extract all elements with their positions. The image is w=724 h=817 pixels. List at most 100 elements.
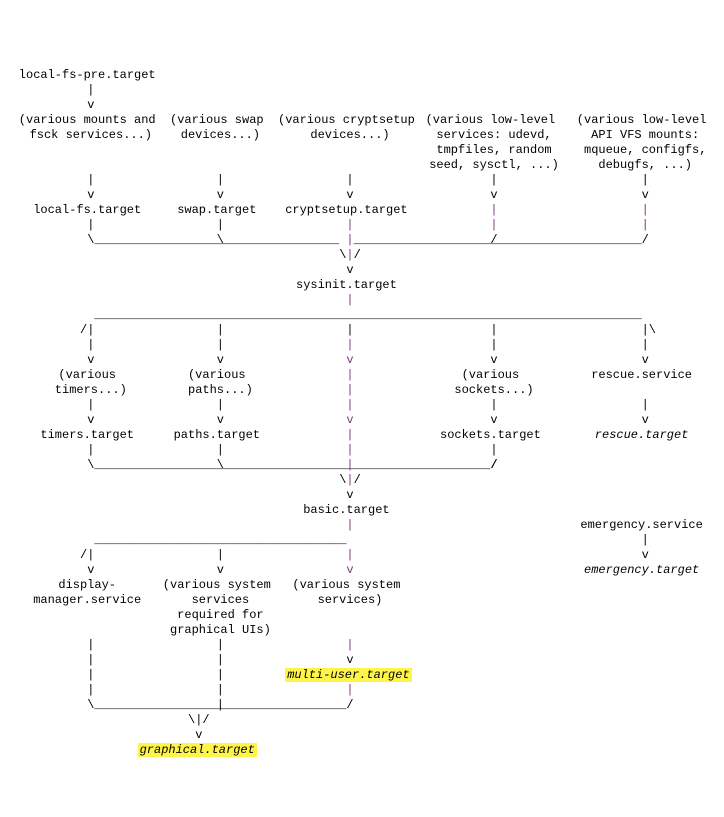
node-various-paths: (various paths...) <box>181 368 253 398</box>
connector: | <box>346 443 353 458</box>
connector: v <box>346 413 353 428</box>
connector: | <box>642 398 649 413</box>
node-basic: basic.target <box>303 503 389 518</box>
connector: | <box>87 638 94 653</box>
node-various-sys: (various system services) <box>292 578 400 608</box>
node-various-sys-gui: (various system services required for gr… <box>163 578 271 638</box>
connector: \ <box>339 248 346 263</box>
connector: | <box>642 323 649 338</box>
connector: v <box>87 98 94 113</box>
connector: v <box>87 413 94 428</box>
connector: | <box>87 338 94 353</box>
connector: | <box>217 443 224 458</box>
connector: | <box>87 668 94 683</box>
connector: / <box>354 248 361 263</box>
connector: v <box>642 548 649 563</box>
node-timers: timers.target <box>40 428 134 443</box>
connector: | <box>346 638 353 653</box>
connector: v <box>87 188 94 203</box>
connector: | <box>217 338 224 353</box>
connector: | <box>87 443 94 458</box>
node-local-fs-pre: local-fs-pre.target <box>19 68 156 83</box>
connector: v <box>346 188 353 203</box>
node-cryptsetup: cryptsetup.target <box>285 203 407 218</box>
connector: / <box>202 713 209 728</box>
connector: | <box>346 173 353 188</box>
connector: | <box>490 338 497 353</box>
connector: | <box>346 383 353 398</box>
connector: | <box>642 173 649 188</box>
node-various-timers: (various timers...) <box>48 368 127 398</box>
connector: | <box>195 713 202 728</box>
connector: / <box>354 473 361 488</box>
connector: | <box>346 218 353 233</box>
connector: | <box>490 173 497 188</box>
connector: \ <box>217 458 224 473</box>
node-rescue-target: rescue.target <box>595 428 689 443</box>
connector: | <box>346 323 353 338</box>
connector: v <box>87 563 94 578</box>
connector: | <box>217 323 224 338</box>
node-emergency-service: emergency.service <box>580 518 702 533</box>
connector: / <box>80 323 87 338</box>
node-display-manager: display- manager.service <box>33 578 141 608</box>
connector: \ <box>188 713 195 728</box>
connector: | <box>642 338 649 353</box>
connector: v <box>346 263 353 278</box>
connector: ___________________________________ <box>87 533 353 548</box>
connector: | <box>87 83 94 98</box>
connector: / <box>80 548 87 563</box>
connector: | <box>217 548 224 563</box>
connector: | <box>642 533 649 548</box>
node-various-crypt: (various cryptsetup devices...) <box>278 113 415 143</box>
connector: | <box>346 293 353 308</box>
connector: | <box>346 398 353 413</box>
connector: | <box>346 683 353 698</box>
node-local-fs: local-fs.target <box>33 203 141 218</box>
connector: v <box>217 563 224 578</box>
node-various-swap: (various swap devices...) <box>170 113 264 143</box>
node-emergency-target: emergency.target <box>584 563 699 578</box>
node-sysinit: sysinit.target <box>296 278 397 293</box>
connector: | <box>87 323 94 338</box>
connector: \ <box>217 233 224 248</box>
node-various-sockets: (various sockets...) <box>447 368 533 398</box>
connector: | <box>217 398 224 413</box>
connector: \_______________________________________… <box>87 458 497 473</box>
connector: | <box>346 548 353 563</box>
connector: | <box>490 203 497 218</box>
connector: v <box>346 353 353 368</box>
connector: | <box>346 368 353 383</box>
node-various-mounts: (various mounts and fsck services...) <box>19 113 156 143</box>
connector: | <box>642 218 649 233</box>
connector: | <box>490 218 497 233</box>
connector: | <box>490 398 497 413</box>
connector: v <box>642 413 649 428</box>
connector: | <box>346 428 353 443</box>
connector: | <box>346 518 353 533</box>
connector: | <box>346 473 353 488</box>
connector: \ <box>649 323 656 338</box>
connector: ________________________________________… <box>87 308 649 323</box>
connector: | <box>217 668 224 683</box>
connector: ________________________________________… <box>346 233 648 248</box>
connector: v <box>217 188 224 203</box>
connector: v <box>490 413 497 428</box>
node-multi-user: multi-user.target <box>285 668 407 683</box>
connector: | <box>346 458 353 473</box>
connector: v <box>490 353 497 368</box>
connector: v <box>642 188 649 203</box>
connector: | <box>346 338 353 353</box>
connector: | <box>87 173 94 188</box>
connector: | <box>87 218 94 233</box>
connector: v <box>642 353 649 368</box>
connector: | <box>87 548 94 563</box>
connector: | <box>217 638 224 653</box>
connector: v <box>346 488 353 503</box>
connector: v <box>87 353 94 368</box>
connector: v <box>217 413 224 428</box>
connector: v <box>490 188 497 203</box>
connector: v <box>195 728 202 743</box>
connector: | <box>217 218 224 233</box>
connector: \ <box>339 473 346 488</box>
